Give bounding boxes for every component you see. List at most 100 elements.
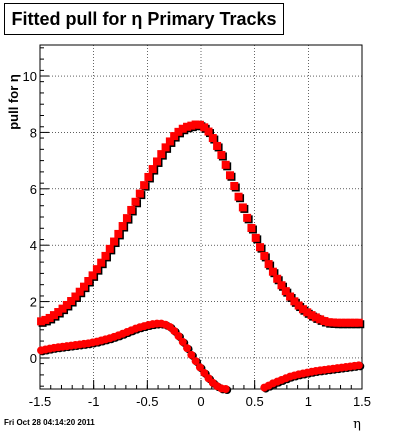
red-square-marker <box>131 197 140 206</box>
red-square-marker <box>256 243 265 252</box>
x-tick-label: 1.5 <box>353 394 371 409</box>
red-square-marker <box>281 287 290 296</box>
black-markers <box>38 122 365 394</box>
red-circle-marker <box>221 385 230 393</box>
red-circle-marker <box>354 361 363 370</box>
y-axis-label: pull for η <box>6 74 21 130</box>
red-square-marker <box>354 318 363 327</box>
red-markers <box>37 120 363 393</box>
red-circle-marker <box>187 350 196 359</box>
red-square-marker <box>320 317 329 326</box>
red-square-marker <box>118 222 127 231</box>
red-square-marker <box>67 297 76 306</box>
red-circle-marker <box>200 368 209 377</box>
red-square-marker <box>350 318 359 327</box>
red-square-marker <box>75 287 84 296</box>
red-circle-marker <box>183 344 192 353</box>
red-square-marker <box>170 132 179 141</box>
red-square-marker <box>161 143 170 152</box>
red-square-marker <box>41 315 50 324</box>
red-square-marker <box>251 233 260 242</box>
axis-ticks <box>39 47 363 389</box>
red-square-marker <box>234 192 243 201</box>
red-square-marker <box>144 172 153 181</box>
red-square-marker <box>341 318 350 327</box>
red-square-marker <box>49 311 58 320</box>
red-square-marker <box>148 165 157 174</box>
y-tick-label: 4 <box>30 238 37 253</box>
red-square-marker <box>140 181 149 190</box>
x-tick-label: -1.5 <box>29 394 51 409</box>
red-square-marker <box>307 311 316 320</box>
red-square-marker <box>217 150 226 159</box>
red-square-marker <box>286 292 295 301</box>
red-square-marker <box>183 122 192 131</box>
red-square-marker <box>298 305 307 314</box>
x-axis-label: η <box>353 417 361 432</box>
y-tick-label: 6 <box>30 182 37 197</box>
y-tick-label: 2 <box>30 295 37 310</box>
red-square-marker <box>101 251 110 260</box>
red-square-marker <box>110 237 119 246</box>
red-square-marker <box>204 127 213 136</box>
timestamp-footer: Fri Oct 28 04:14:20 2011 <box>4 418 95 427</box>
red-square-marker <box>127 205 136 214</box>
red-square-marker <box>97 258 106 267</box>
red-square-marker <box>157 150 166 159</box>
red-square-marker <box>88 271 97 280</box>
red-square-marker <box>45 313 54 322</box>
red-square-marker <box>71 292 80 301</box>
red-square-marker <box>174 127 183 136</box>
red-square-marker <box>195 120 204 129</box>
red-square-marker <box>329 318 338 327</box>
red-square-marker <box>191 120 200 129</box>
red-square-marker <box>247 223 256 232</box>
red-square-marker <box>333 318 342 327</box>
red-square-marker <box>316 315 325 324</box>
red-circle-marker <box>191 357 200 366</box>
tick-labels: -1.5 -1 -0.5 0 0.5 1 1.5 0 2 4 6 8 10 <box>23 69 372 409</box>
red-square-marker <box>37 317 46 326</box>
red-square-marker <box>92 265 101 274</box>
red-square-marker <box>84 277 93 286</box>
red-square-marker <box>200 123 209 132</box>
red-square-marker <box>243 213 252 222</box>
y-tick-label: 10 <box>23 69 37 84</box>
x-tick-label: 0 <box>197 394 204 409</box>
red-square-marker <box>294 301 303 310</box>
red-square-marker <box>277 281 286 290</box>
red-square-marker <box>303 308 312 317</box>
red-square-marker <box>58 304 67 313</box>
red-square-marker <box>230 181 239 190</box>
red-circle-marker <box>178 337 187 346</box>
x-tick-label: -1 <box>88 394 100 409</box>
x-tick-label: -0.5 <box>136 394 158 409</box>
red-square-marker <box>273 274 282 283</box>
red-square-marker <box>225 171 234 180</box>
red-square-marker <box>135 189 144 198</box>
x-tick-label: 1 <box>305 394 312 409</box>
red-circle-marker <box>174 331 183 340</box>
y-tick-label: 8 <box>30 125 37 140</box>
red-square-marker <box>213 141 222 150</box>
red-square-marker <box>324 318 333 327</box>
red-circle-marker <box>195 363 204 372</box>
red-square-marker <box>80 282 89 291</box>
red-square-marker <box>311 313 320 322</box>
red-square-marker <box>122 214 131 223</box>
red-square-marker <box>62 300 71 309</box>
red-square-marker <box>114 229 123 238</box>
red-square-marker <box>260 251 269 260</box>
grid <box>39 45 363 389</box>
red-square-marker <box>268 267 277 276</box>
red-square-marker <box>208 134 217 143</box>
red-square-marker <box>178 124 187 133</box>
red-square-marker <box>152 157 161 166</box>
red-square-marker <box>346 318 355 327</box>
y-tick-label: 0 <box>30 351 37 366</box>
red-square-marker <box>221 160 230 169</box>
red-square-marker <box>337 318 346 327</box>
red-square-marker <box>105 244 114 253</box>
red-square-marker <box>187 121 196 130</box>
